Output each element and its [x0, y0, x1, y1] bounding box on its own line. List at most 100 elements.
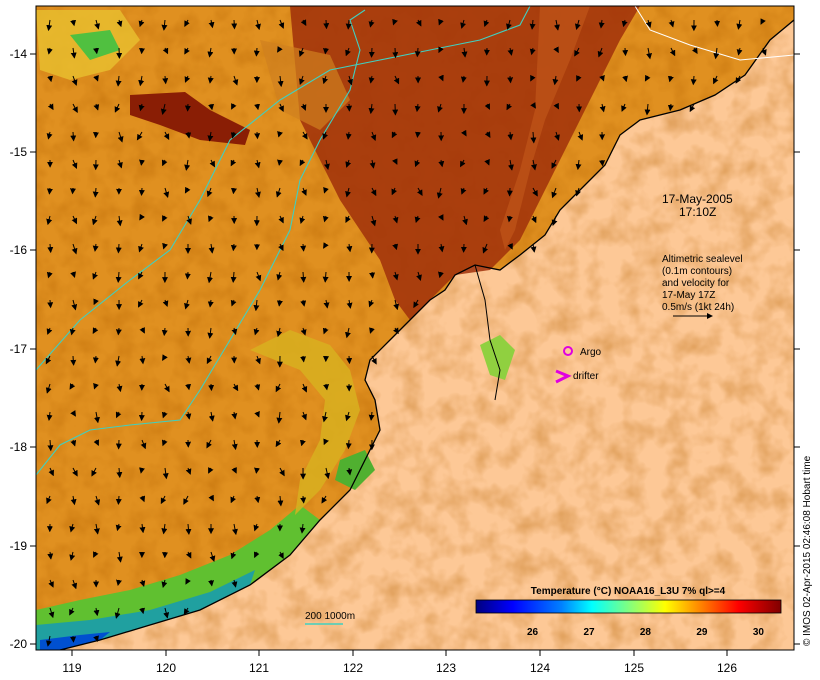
- drifter-label: drifter: [573, 371, 599, 382]
- velocity-arrow: [368, 103, 375, 115]
- velocity-arrow: [438, 243, 445, 253]
- velocity-arrow: [160, 103, 167, 115]
- velocity-arrow: [346, 299, 353, 309]
- velocity-arrow: [207, 299, 214, 308]
- velocity-arrow: [138, 271, 144, 280]
- velocity-arrow: [162, 75, 169, 85]
- velocity-arrow: [70, 410, 76, 417]
- velocity-arrow: [644, 103, 651, 116]
- velocity-arrow: [391, 187, 397, 196]
- velocity-arrow: [231, 579, 238, 588]
- velocity-arrow: [301, 187, 307, 196]
- velocity-arrow: [184, 271, 191, 280]
- velocity-arrow: [484, 158, 490, 166]
- velocity-arrow: [139, 579, 146, 587]
- velocity-arrow: [507, 243, 513, 250]
- timestamp-time: 17:10Z: [679, 205, 716, 219]
- velocity-arrow: [139, 326, 145, 334]
- velocity-arrow: [208, 411, 215, 422]
- velocity-arrow: [760, 18, 766, 25]
- velocity-arrow: [116, 467, 123, 479]
- velocity-arrow: [207, 131, 214, 142]
- velocity-arrow: [70, 495, 77, 506]
- velocity-arrow: [368, 75, 375, 84]
- velocity-arrow: [71, 215, 78, 225]
- velocity-arrow: [162, 215, 168, 222]
- velocity-arrow: [599, 74, 605, 82]
- velocity-arrow: [230, 243, 237, 252]
- velocity-arrow: [93, 74, 99, 82]
- velocity-arrow: [183, 607, 190, 615]
- altimetry-line: 0.5m/s (1kt 24h): [662, 302, 734, 313]
- velocity-arrow: [345, 439, 352, 450]
- velocity-arrow: [736, 19, 743, 30]
- velocity-arrow: [93, 523, 100, 535]
- velocity-arrow: [392, 47, 399, 59]
- velocity-arrow: [369, 271, 376, 279]
- velocity-arrow: [298, 47, 305, 58]
- velocity-arrow: [345, 131, 352, 140]
- altimetry-line: 17-May 17Z: [662, 290, 715, 301]
- velocity-arrow: [371, 355, 377, 365]
- velocity-arrow: [506, 103, 513, 111]
- velocity-arrow: [370, 131, 377, 142]
- velocity-arrow: [93, 47, 100, 55]
- velocity-arrow: [253, 47, 260, 57]
- velocity-arrow: [116, 215, 123, 227]
- velocity-arrow: [300, 243, 307, 252]
- velocity-arrow: [185, 411, 192, 420]
- velocity-arrow: [208, 103, 215, 111]
- coastal-coldest: [36, 570, 255, 650]
- sst-texture: [36, 6, 794, 650]
- land-contour: [634, 6, 794, 61]
- velocity-arrow: [575, 159, 582, 171]
- velocity-arrow: [254, 159, 261, 169]
- velocity-arrow: [324, 467, 331, 480]
- velocity-arrow: [577, 131, 584, 141]
- velocity-arrow: [91, 215, 98, 226]
- velocity-arrow: [253, 327, 260, 336]
- velocity-arrow: [94, 411, 100, 424]
- velocity-arrow: [460, 75, 467, 83]
- argo-label: Argo: [580, 347, 602, 358]
- velocity-arrow: [139, 213, 145, 221]
- colorbar-tick-label: 29: [696, 627, 708, 638]
- velocity-arrow: [322, 271, 329, 283]
- velocity-arrow: [162, 47, 169, 55]
- altimetry-note: Altimetric sealevel (0.1m contours) and …: [662, 254, 743, 313]
- velocity-arrow: [70, 19, 77, 27]
- velocity-arrow: [438, 46, 444, 54]
- velocity-arrow: [185, 467, 192, 475]
- velocity-arrow: [163, 131, 170, 140]
- velocity-arrow: [323, 19, 330, 30]
- velocity-arrow: [347, 75, 353, 86]
- velocity-arrow: [70, 439, 77, 447]
- velocity-arrow: [160, 495, 167, 505]
- velocity-arrow: [230, 187, 237, 195]
- velocity-arrow: [94, 495, 101, 506]
- velocity-arrow: [551, 187, 558, 199]
- velocity-arrow: [438, 271, 444, 279]
- velocity-arrow: [529, 47, 536, 56]
- velocity-arrow: [161, 579, 168, 588]
- velocity-arrow: [278, 243, 284, 252]
- velocity-arrow: [644, 74, 651, 82]
- velocity-arrow: [531, 159, 537, 171]
- bathymetry-1000m: [36, 6, 531, 371]
- plot-border: [35, 5, 795, 651]
- velocity-arrow: [691, 47, 698, 55]
- velocity-arrow: [139, 607, 145, 615]
- velocity-arrow: [645, 19, 652, 29]
- velocity-arrow: [115, 75, 122, 87]
- velocity-arrow: [414, 103, 421, 113]
- velocity-arrow: [484, 103, 490, 110]
- velocity-arrow: [72, 103, 78, 113]
- velocity-arrow: [162, 354, 168, 361]
- velocity-arrow: [483, 19, 490, 28]
- velocity-arrow: [598, 19, 605, 29]
- velocity-arrow: [301, 131, 308, 140]
- velocity-arrow: [46, 495, 52, 505]
- velocity-arrow: [93, 607, 100, 617]
- velocity-arrow: [414, 47, 421, 58]
